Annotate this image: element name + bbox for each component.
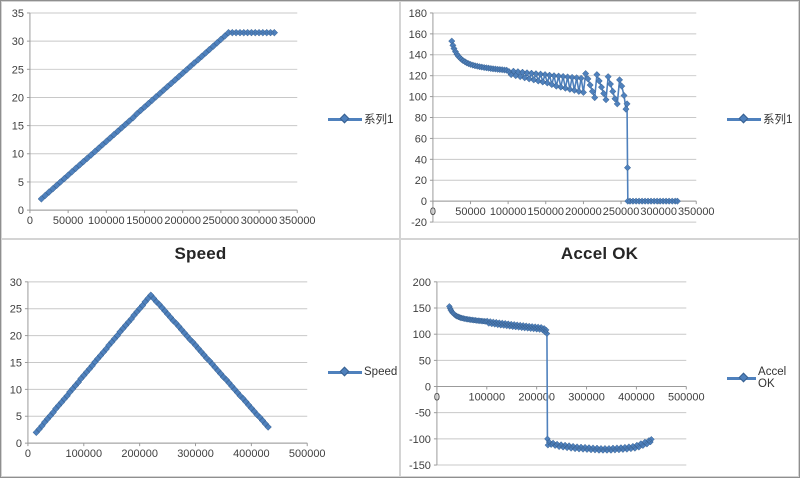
svg-text:15: 15 — [10, 357, 22, 369]
svg-text:180: 180 — [409, 8, 427, 20]
chart-cell-top-right: -20 0 20 40 60 80 100 120 140 160 180 0 50000 100000 1… — [400, 1, 799, 239]
svg-text:200000: 200000 — [121, 448, 158, 460]
series-marker-icon — [328, 114, 362, 124]
svg-text:15: 15 — [12, 121, 24, 133]
svg-text:20: 20 — [10, 331, 22, 343]
svg-text:500000: 500000 — [289, 448, 326, 460]
svg-text:500000: 500000 — [668, 391, 705, 403]
svg-text:150000: 150000 — [126, 215, 163, 227]
svg-text:-100: -100 — [409, 434, 431, 446]
svg-text:100: 100 — [413, 329, 431, 341]
svg-text:150000: 150000 — [527, 206, 564, 218]
series-marker-icon — [727, 373, 757, 383]
legend: Accel OK — [727, 366, 799, 390]
svg-text:0: 0 — [421, 196, 427, 208]
svg-text:400000: 400000 — [618, 391, 655, 403]
svg-text:250000: 250000 — [603, 206, 640, 218]
svg-text:400000: 400000 — [233, 448, 270, 460]
svg-text:150: 150 — [413, 303, 431, 315]
svg-text:35: 35 — [12, 8, 24, 20]
legend: 系列1 — [328, 111, 393, 127]
svg-text:100000: 100000 — [468, 391, 505, 403]
svg-text:160: 160 — [409, 29, 427, 41]
svg-text:-20: -20 — [411, 217, 427, 229]
svg-text:0: 0 — [25, 448, 31, 460]
legend: 系列1 — [727, 111, 792, 127]
svg-text:0: 0 — [430, 206, 436, 218]
series-marker-icon — [328, 367, 362, 377]
svg-text:300000: 300000 — [241, 215, 278, 227]
svg-text:5: 5 — [18, 177, 24, 189]
svg-text:350000: 350000 — [279, 215, 316, 227]
svg-text:100000: 100000 — [490, 206, 527, 218]
svg-text:0: 0 — [18, 205, 24, 217]
legend-label: 系列1 — [364, 114, 394, 126]
svg-text:80: 80 — [415, 113, 427, 125]
svg-text:200000: 200000 — [518, 391, 555, 403]
svg-text:140: 140 — [409, 50, 427, 62]
chart-title: Accel OK — [560, 244, 639, 263]
svg-text:250000: 250000 — [203, 215, 240, 227]
svg-text:60: 60 — [415, 133, 427, 145]
svg-text:50000: 50000 — [53, 215, 83, 227]
svg-text:120: 120 — [409, 71, 427, 83]
svg-text:30: 30 — [10, 277, 22, 289]
svg-text:100000: 100000 — [88, 215, 125, 227]
svg-text:20: 20 — [12, 92, 24, 104]
svg-text:30: 30 — [12, 36, 24, 48]
svg-text:300000: 300000 — [177, 448, 214, 460]
svg-text:10: 10 — [12, 149, 24, 161]
svg-text:25: 25 — [10, 304, 22, 316]
svg-text:50: 50 — [419, 355, 431, 367]
svg-text:200000: 200000 — [164, 215, 201, 227]
svg-text:0: 0 — [425, 381, 431, 393]
svg-text:300000: 300000 — [568, 391, 605, 403]
svg-text:100000: 100000 — [65, 448, 102, 460]
chart-cell-bottom-left: Speed 0 5 10 15 20 25 30 0 100000 200000 300000 400… — [1, 239, 400, 477]
svg-text:-50: -50 — [415, 408, 431, 420]
svg-text:-150: -150 — [409, 460, 431, 472]
svg-text:200000: 200000 — [565, 206, 602, 218]
svg-text:300000: 300000 — [640, 206, 677, 218]
chart-cell-bottom-right: Accel OK -150 -100 -50 0 50 100 150 200 0 100000 2… — [400, 239, 799, 477]
legend-label: Accel OK — [758, 366, 787, 390]
svg-text:5: 5 — [16, 411, 22, 423]
svg-text:200: 200 — [413, 277, 431, 289]
chart-plot-area: 0 5 10 15 20 25 30 0 100000 200000 300000 400000 500… — [10, 277, 326, 460]
svg-text:25: 25 — [12, 64, 24, 76]
svg-text:0: 0 — [434, 391, 440, 403]
chart-title: Speed — [174, 244, 227, 263]
svg-text:100: 100 — [409, 92, 427, 104]
svg-text:40: 40 — [415, 154, 427, 166]
svg-text:50000: 50000 — [455, 206, 485, 218]
legend: Speed — [328, 366, 397, 378]
legend-label: Speed — [364, 366, 398, 378]
svg-text:0: 0 — [16, 438, 22, 450]
chart-plot-area: 0 5 10 15 20 25 30 35 0 50000 100000 150000 200000 25… — [12, 8, 316, 227]
svg-text:0: 0 — [27, 215, 33, 227]
svg-text:10: 10 — [10, 384, 22, 396]
svg-text:350000: 350000 — [678, 206, 715, 218]
legend-label: 系列1 — [763, 114, 793, 126]
chart-cell-top-left: 0 5 10 15 20 25 30 35 0 50000 100000 150000 200000 25… — [1, 1, 400, 239]
series-marker-icon — [727, 114, 761, 124]
svg-text:20: 20 — [415, 175, 427, 187]
